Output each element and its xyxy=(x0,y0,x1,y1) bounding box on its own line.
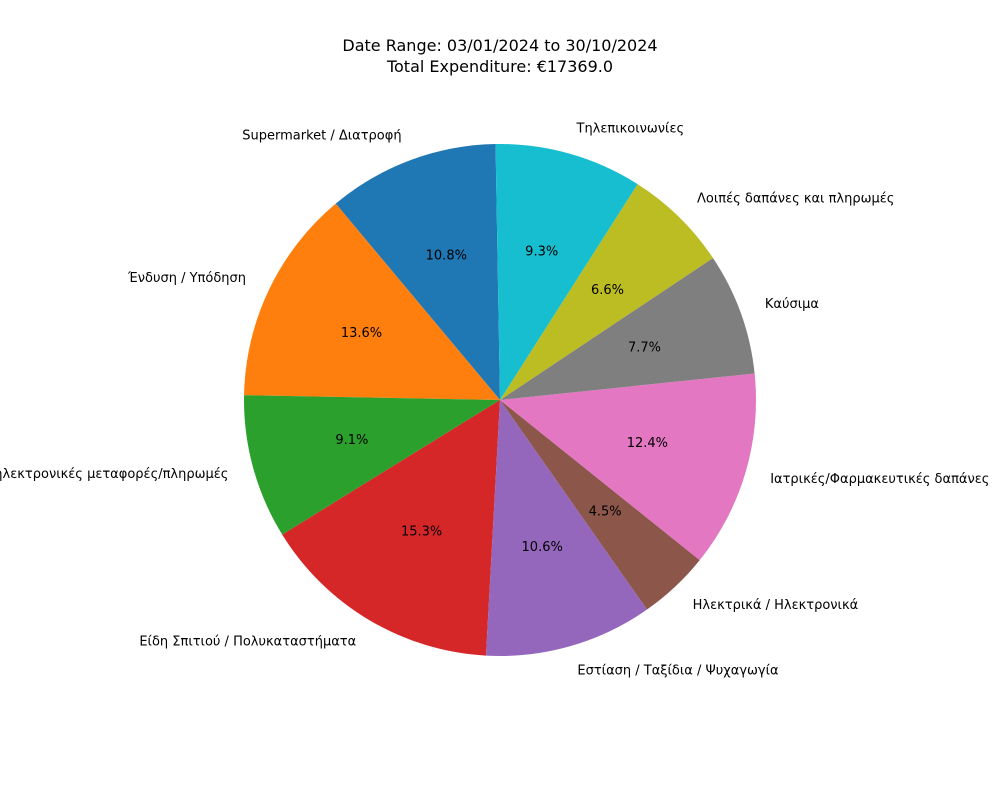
pie-slice-6 xyxy=(500,400,700,610)
pct-label-2: 13.6% xyxy=(341,326,382,341)
pie-slice-3 xyxy=(243,395,500,535)
pie-slices xyxy=(243,144,757,656)
chart-title-line-1: Date Range: 03/01/2024 to 30/10/2024 xyxy=(342,36,657,55)
pie-slice-7 xyxy=(500,373,757,561)
category-label-10: Τηλεπικοινωνίες xyxy=(576,122,685,137)
pie-slice-10 xyxy=(495,144,638,400)
category-label-8: Καύσιμα xyxy=(765,297,819,312)
category-label-5: Εστίαση / Ταξίδια / Ψυχαγωγία xyxy=(577,663,778,678)
pie-slice-2 xyxy=(244,203,500,400)
chart-title-line-2: Total Expenditure: €17369.0 xyxy=(386,57,613,76)
category-label-9: Λοιπές δαπάνες και πληρωμές xyxy=(697,191,894,206)
category-label-4: Είδη Σπιτιού / Πολυκαταστήματα xyxy=(139,635,356,650)
pie-slice-4 xyxy=(282,400,500,656)
pct-label-4: 15.3% xyxy=(401,525,442,540)
pct-label-5: 10.6% xyxy=(522,540,563,555)
category-labels: Supermarket / Διατροφή Ένδυση / Υπόδηση Αφ… xyxy=(0,122,989,679)
pct-label-6: 4.5% xyxy=(589,505,622,520)
category-label-2: Ένδυση / Υπόδηση xyxy=(127,271,246,286)
category-label-7: Ιατρικές/Φαρμακευτικές δαπάνες xyxy=(770,472,989,487)
pct-label-9: 6.6% xyxy=(591,283,624,298)
percentage-labels: 10.8% 13.6% 9.1% 15.3% 10.6% 4.5% 12.4% 7.7% 6.6… xyxy=(335,245,668,556)
pie-slice-1 xyxy=(335,144,500,400)
pie-slice-8 xyxy=(500,257,755,400)
category-label-6: Ηλεκτρικά / Ηλεκτρονικά xyxy=(693,598,859,613)
category-label-1: Supermarket / Διατροφή xyxy=(242,129,401,144)
pie-slice-5 xyxy=(485,400,648,656)
pct-label-1: 10.8% xyxy=(426,249,467,264)
pct-label-3: 9.1% xyxy=(335,433,368,448)
pct-label-7: 12.4% xyxy=(627,436,668,451)
pie-slice-9 xyxy=(500,184,713,400)
pct-label-10: 9.3% xyxy=(525,245,558,260)
category-label-3: Αφορά ηλεκτρονικές μεταφορές/πληρωμές xyxy=(0,467,228,482)
pct-label-8: 7.7% xyxy=(628,340,661,355)
